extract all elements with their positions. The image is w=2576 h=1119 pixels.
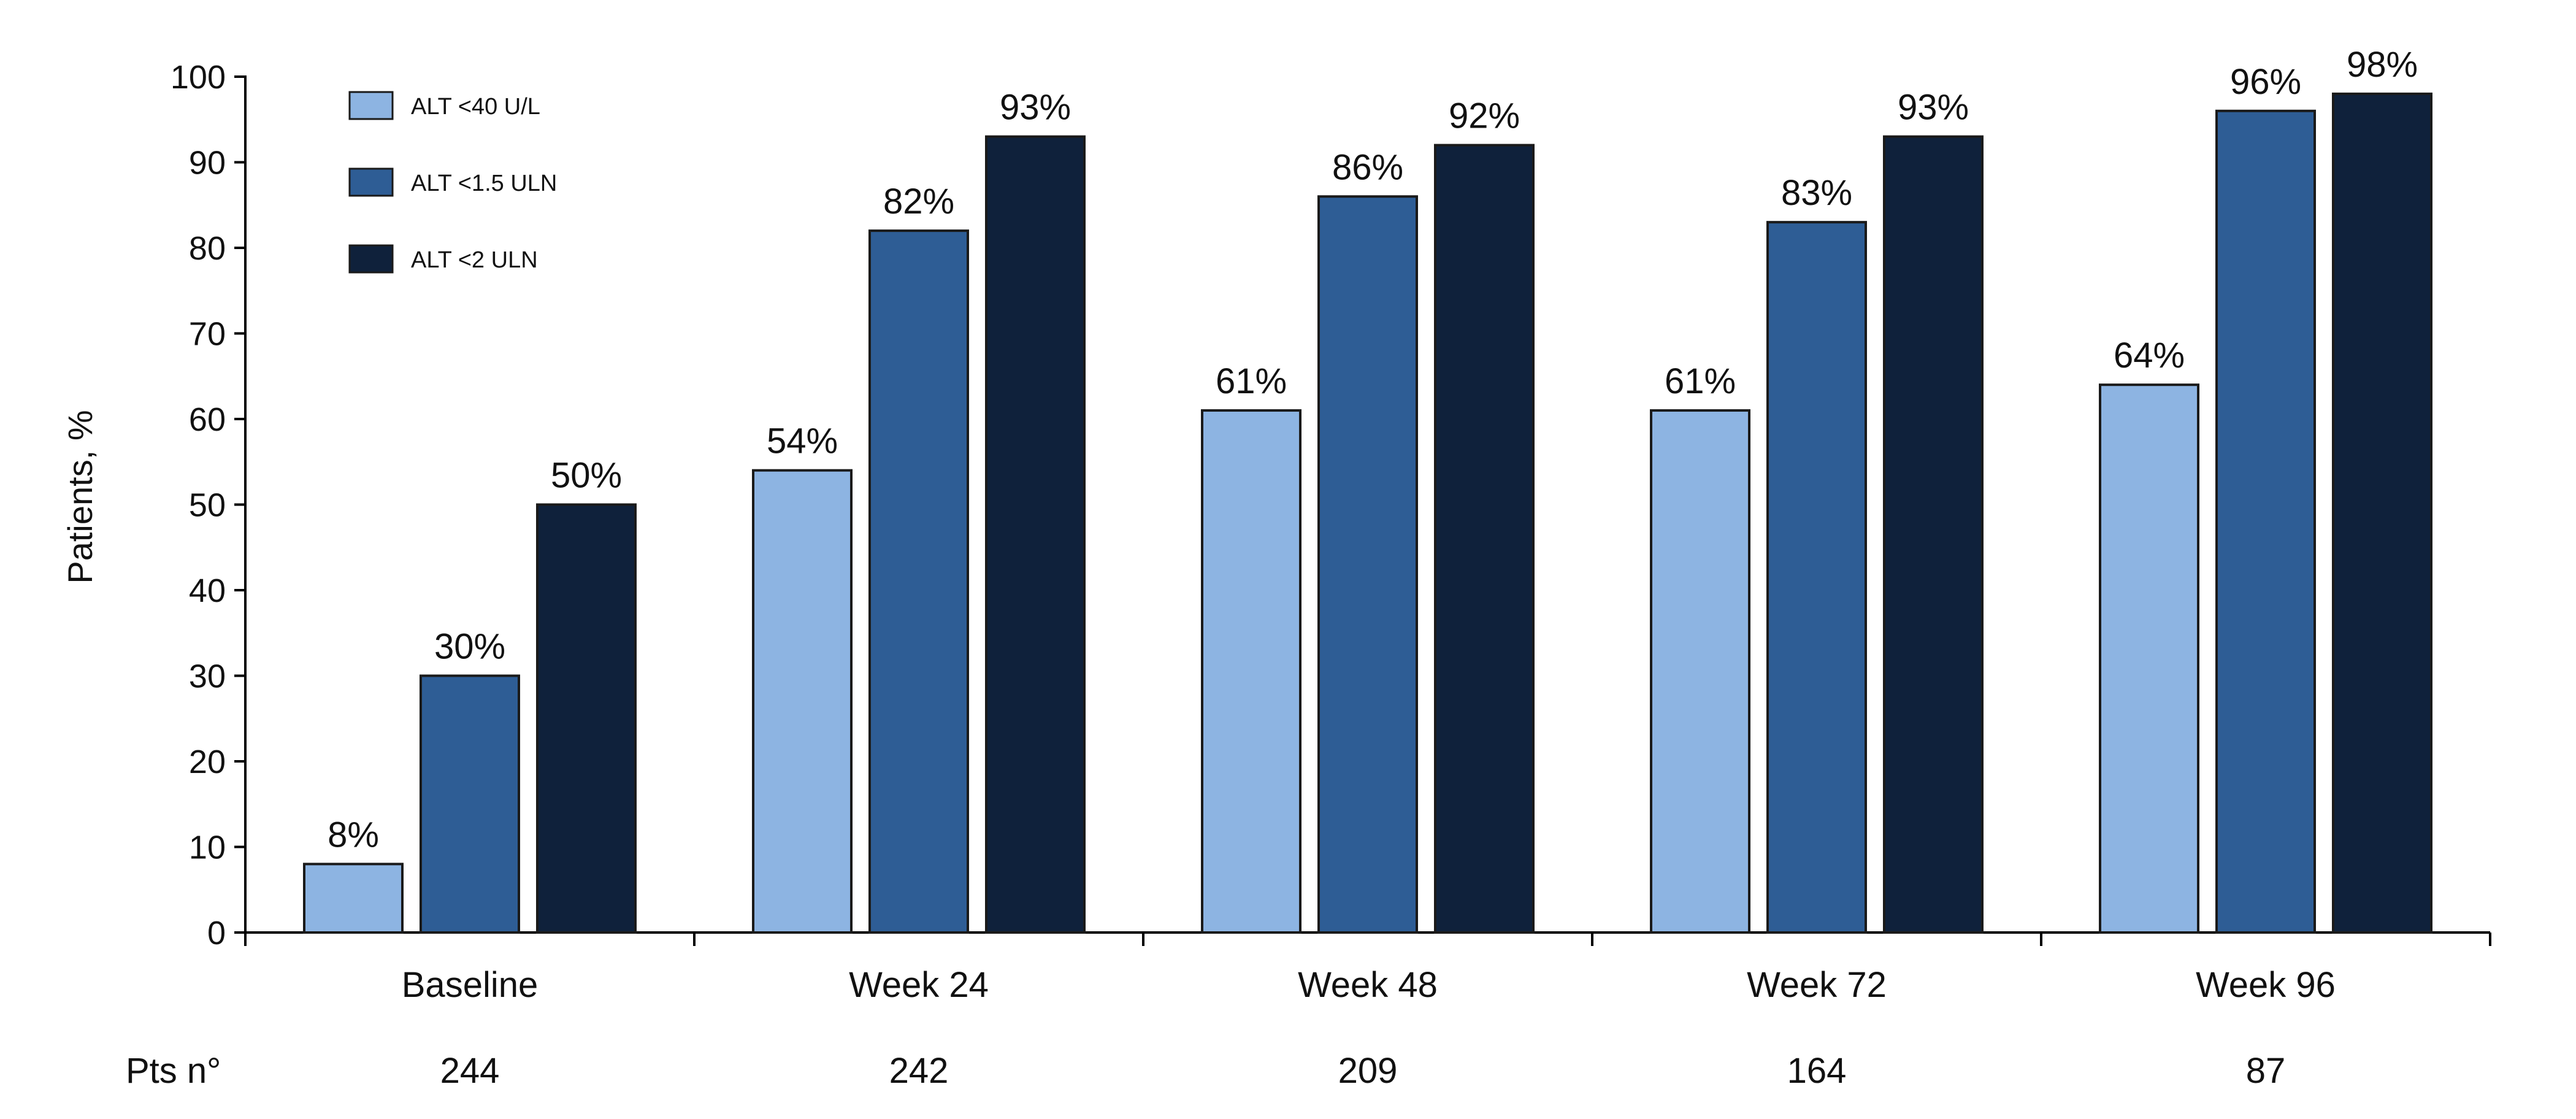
y-tick-label: 80 bbox=[189, 230, 226, 267]
x-category-label: Week 48 bbox=[1298, 965, 1438, 1005]
y-tick-label: 50 bbox=[189, 487, 226, 524]
bar-series bbox=[303, 92, 2432, 934]
bar bbox=[1883, 135, 1984, 934]
bar bbox=[985, 135, 1086, 934]
x-category-label: Week 72 bbox=[1747, 965, 1887, 1005]
x-category-label: Week 96 bbox=[2196, 965, 2336, 1005]
bar-value-label: 93% bbox=[1898, 88, 1969, 128]
bar-value-label: 96% bbox=[2230, 62, 2301, 102]
bar bbox=[1317, 195, 1418, 934]
y-tick-label: 20 bbox=[189, 744, 226, 780]
y-tick-label: 60 bbox=[189, 401, 226, 438]
bar bbox=[303, 863, 404, 934]
bar bbox=[1766, 221, 1867, 934]
bar-value-label: 50% bbox=[551, 456, 622, 496]
legend-label: ALT <1.5 ULN bbox=[411, 171, 557, 196]
bar bbox=[752, 469, 853, 934]
legend-label: ALT <40 U/L bbox=[411, 94, 540, 120]
bar bbox=[420, 674, 520, 934]
y-tick-label: 10 bbox=[189, 829, 226, 866]
bar-value-label: 54% bbox=[767, 421, 838, 461]
bar-value-label: 98% bbox=[2347, 45, 2418, 85]
patient-count: 244 bbox=[440, 1051, 500, 1091]
bar bbox=[2215, 109, 2316, 934]
patient-count: 164 bbox=[1787, 1051, 1847, 1091]
bar bbox=[1201, 409, 1301, 934]
bar-value-label: 30% bbox=[434, 627, 505, 667]
bar bbox=[868, 229, 969, 934]
data-labels: 8% 30% 50% 54% 82% 93% 61% 86% 92% 61% 83% 93% 64% 96… bbox=[328, 45, 2418, 855]
bar-value-label: 8% bbox=[328, 815, 379, 855]
bar-value-label: 93% bbox=[1000, 88, 1071, 128]
bar-value-label: 82% bbox=[883, 182, 954, 221]
legend-swatch bbox=[348, 244, 394, 274]
x-axis: Baseline Week 24 Week 48 Week 72 Week 96 bbox=[244, 931, 2491, 1005]
y-axis-label: Patients, % bbox=[61, 410, 99, 583]
y-tick-label: 0 bbox=[207, 915, 226, 952]
legend: ALT <40 U/L ALT <1.5 ULN ALT <2 ULN bbox=[348, 91, 557, 274]
legend-swatch bbox=[348, 167, 394, 197]
y-tick-label: 30 bbox=[189, 658, 226, 695]
bar bbox=[2099, 383, 2199, 934]
y-tick-label: 100 bbox=[171, 59, 226, 96]
x-category-label: Week 24 bbox=[849, 965, 989, 1005]
bar-value-label: 61% bbox=[1665, 361, 1736, 401]
bar-value-label: 92% bbox=[1449, 96, 1520, 136]
legend-swatch bbox=[348, 91, 394, 120]
legend-label: ALT <2 ULN bbox=[411, 247, 538, 273]
y-tick-label: 70 bbox=[189, 316, 226, 353]
patient-count: 242 bbox=[889, 1051, 949, 1091]
patient-count: 209 bbox=[1338, 1051, 1398, 1091]
bar-value-label: 83% bbox=[1781, 173, 1852, 213]
bar-value-label: 64% bbox=[2114, 336, 2185, 375]
bar bbox=[1650, 409, 1750, 934]
bar bbox=[2332, 92, 2432, 934]
patient-count-row: 244 242 209 164 87 Pts n° bbox=[126, 1051, 2285, 1091]
y-axis: 0 10 20 30 40 50 60 70 80 90 100 bbox=[171, 59, 247, 952]
y-tick-label: 90 bbox=[189, 145, 226, 182]
patient-count: 87 bbox=[2246, 1051, 2286, 1091]
y-tick-label: 40 bbox=[189, 572, 226, 609]
bar bbox=[536, 503, 637, 934]
bar-value-label: 61% bbox=[1216, 361, 1287, 401]
bar bbox=[1434, 144, 1535, 934]
patient-count-label: Pts n° bbox=[126, 1051, 221, 1091]
bar-value-label: 86% bbox=[1332, 147, 1403, 187]
x-category-label: Baseline bbox=[402, 965, 538, 1005]
